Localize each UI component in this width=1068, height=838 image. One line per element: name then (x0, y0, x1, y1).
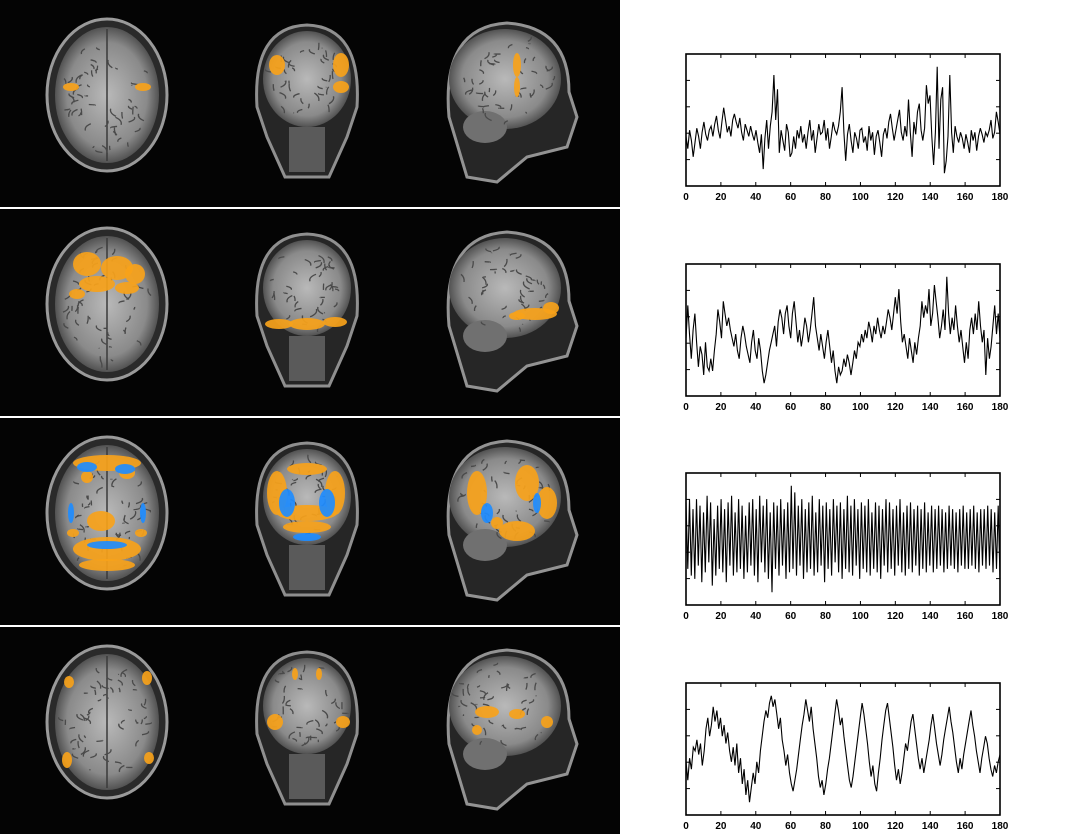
sagittal-activation (509, 302, 559, 320)
brainstem (289, 545, 325, 590)
x-tick-label: 40 (750, 402, 762, 413)
timecourse-plot-3: 0 20 40 60 80 100 120 140 160 180 (672, 467, 1012, 627)
x-tick-label: 120 (887, 821, 904, 832)
x-tick-label: 140 (922, 192, 939, 203)
axial-activation (63, 83, 151, 91)
x-tick-label: 40 (750, 821, 762, 832)
x-tick-label: 20 (715, 821, 727, 832)
sagittal-sulci (463, 36, 556, 125)
x-tick-label: 180 (992, 192, 1009, 203)
coronal-deactivation (279, 489, 335, 541)
x-tick-label: 160 (957, 192, 974, 203)
brain-slices-row-3 (45, 435, 579, 602)
x-tick-label: 80 (820, 192, 832, 203)
x-tick-label: 0 (683, 192, 689, 203)
x-tick-label: 100 (852, 192, 869, 203)
plot-frame (685, 682, 1001, 816)
brain-panel-row-3 (0, 418, 620, 625)
x-tick-label: 60 (785, 611, 797, 622)
x-tick-label: 40 (750, 192, 762, 203)
x-tick-label: 20 (715, 611, 727, 622)
timecourse-line (685, 276, 1001, 384)
x-tick-label: 60 (785, 821, 797, 832)
x-tick-label: 80 (820, 611, 832, 622)
axial-sulci (63, 47, 148, 154)
brain-panel-row-2 (0, 209, 620, 416)
x-tick-label: 120 (887, 402, 904, 413)
sagittal-activation (513, 53, 521, 97)
timecourse-svg-3: 0 20 40 60 80 100 120 140 160 180 (683, 472, 1009, 622)
brainstem (289, 336, 325, 381)
cerebellum (463, 529, 507, 561)
axial-deactivation (68, 462, 146, 549)
sagittal-deactivation (481, 493, 541, 523)
x-tick-label: 0 (683, 611, 689, 622)
x-tick-label: 160 (957, 402, 974, 413)
cerebellum (463, 738, 507, 770)
x-tick-label: 60 (785, 402, 797, 413)
x-tick-label: 140 (922, 821, 939, 832)
brain-slices-row-4 (45, 644, 579, 811)
x-tick-label: 120 (887, 192, 904, 203)
sagittal-activation (467, 465, 557, 541)
brainstem (289, 127, 325, 172)
brain-slices-row-1 (45, 17, 579, 184)
coronal-brain (263, 658, 351, 754)
axial-sulci (57, 667, 152, 773)
x-tick-label: 20 (715, 402, 727, 413)
x-tick-label: 160 (957, 821, 974, 832)
coronal-brain (263, 31, 351, 127)
timecourse-line (685, 485, 1001, 593)
x-tick-label: 180 (992, 821, 1009, 832)
timecourse-plot-1: 0 20 40 60 80 100 120 140 160 180 (672, 48, 1012, 208)
coronal-activation (269, 53, 349, 93)
brain-panel-row-4 (0, 627, 620, 834)
timecourse-plot-2: 0 20 40 60 80 100 120 140 160 180 (672, 258, 1012, 418)
timecourse-svg-1: 0 20 40 60 80 100 120 140 160 180 (683, 53, 1009, 203)
x-tick-label: 40 (750, 611, 762, 622)
x-tick-label: 60 (785, 192, 797, 203)
sagittal-brain (449, 29, 561, 129)
x-tick-label: 100 (852, 611, 869, 622)
x-tick-label: 180 (992, 611, 1009, 622)
x-tick-label: 80 (820, 402, 832, 413)
x-tick-label: 120 (887, 611, 904, 622)
x-tick-label: 20 (715, 192, 727, 203)
x-tick-label: 180 (992, 402, 1009, 413)
x-tick-label: 0 (683, 821, 689, 832)
x-tick-label: 100 (852, 402, 869, 413)
brainstem (289, 754, 325, 799)
axial-activation (69, 252, 145, 299)
coronal-brain (263, 449, 351, 545)
x-tick-label: 160 (957, 611, 974, 622)
x-tick-label: 80 (820, 821, 832, 832)
coronal-activation (265, 317, 347, 330)
timecourse-svg-4: 0 20 40 60 80 100 120 140 160 180 (683, 682, 1009, 832)
cerebellum (463, 320, 507, 352)
timecourse-line (685, 66, 1001, 174)
axial-activation (62, 671, 154, 768)
cerebellum (463, 111, 507, 143)
timecourse-line (685, 695, 1001, 803)
coronal-sulci (264, 42, 337, 114)
x-tick-label: 0 (683, 402, 689, 413)
x-tick-label: 140 (922, 402, 939, 413)
brain-slices-row-2 (45, 226, 579, 393)
plot-frame (685, 263, 1001, 397)
coronal-activation (267, 668, 350, 730)
x-tick-label: 100 (852, 821, 869, 832)
brain-panel-row-1 (0, 0, 620, 207)
timecourse-plot-4: 0 20 40 60 80 100 120 140 160 180 (672, 677, 1012, 837)
sagittal-activation (472, 706, 553, 735)
x-tick-label: 140 (922, 611, 939, 622)
timecourse-svg-2: 0 20 40 60 80 100 120 140 160 180 (683, 263, 1009, 413)
